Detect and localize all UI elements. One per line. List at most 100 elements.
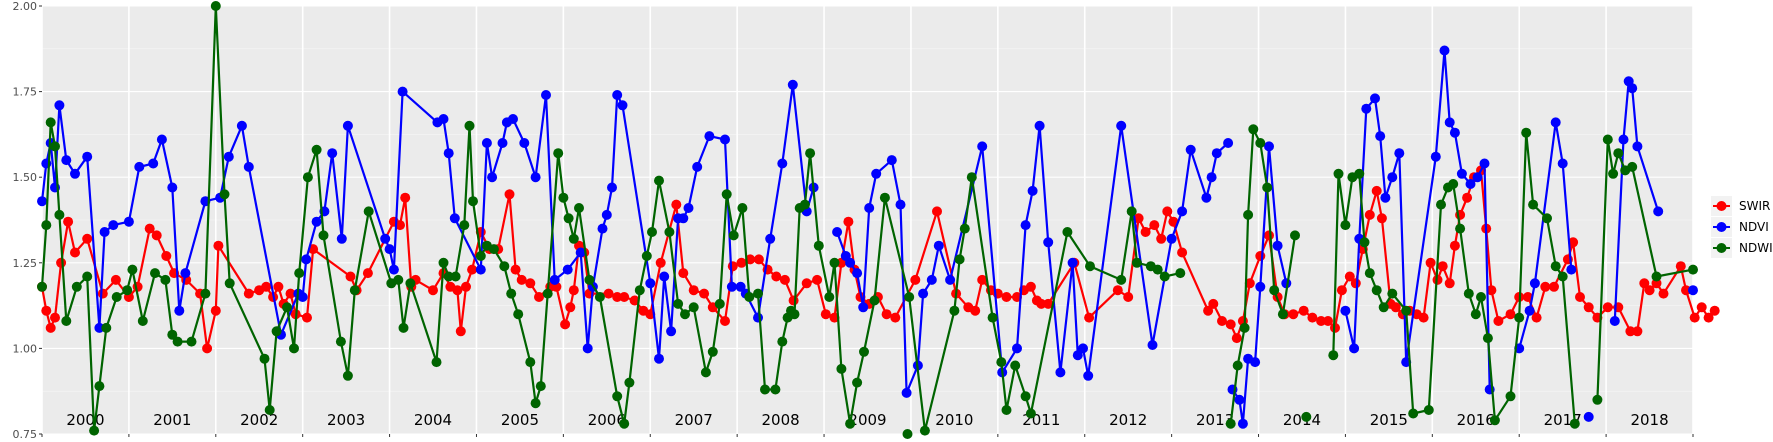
data-point-ndwi [1085,261,1095,272]
data-point-ndwi [959,223,970,234]
data-point-ndvi [311,216,322,227]
data-point-ndwi [987,312,998,323]
data-point-ndvi [1166,233,1177,244]
series-line-ndvi [1518,121,1573,349]
data-point-ndvi [1201,192,1212,203]
data-point-swir [110,274,121,285]
data-point-swir [1168,216,1179,227]
data-point-ndvi [777,158,788,169]
data-point-ndvi [926,274,937,285]
data-point-ndvi [1370,93,1380,104]
data-point-ndwi [41,220,52,231]
data-point-swir [688,285,699,296]
y-tick-label: 2.00 [13,0,38,13]
data-point-ndwi [61,316,72,326]
data-point-swir [273,281,284,292]
data-point-swir [568,285,579,296]
data-point-ndvi [1550,117,1561,128]
data-point-ndwi [1025,408,1036,419]
data-point-ndwi [829,257,840,268]
data-point-swir [534,292,544,302]
data-point-swir [210,305,221,316]
data-point-ndvi [1083,370,1094,381]
data-point-ndwi [760,384,770,395]
data-point-ndwi [813,240,824,251]
data-point-swir [619,292,630,302]
data-point-ndvi [167,182,178,193]
data-point-ndwi [1542,213,1552,224]
data-point-ndvi [692,161,703,172]
data-point-swir [525,278,536,289]
data-point-ndvi [1456,168,1467,179]
data-point-swir [727,261,738,272]
data-point-ndvi [562,264,573,275]
data-point-ndvi [845,257,856,268]
y-tick-label: 0.75 [13,428,38,441]
data-point-ndwi [1159,271,1170,282]
legend-key-point [1716,201,1727,211]
data-point-swir [213,240,224,251]
data-point-swir [510,264,521,275]
data-point-swir [362,268,373,279]
data-point-ndvi [1147,340,1158,350]
data-point-swir [1703,312,1714,323]
data-point-swir [736,257,747,268]
data-point-ndwi [1239,322,1250,333]
data-point-swir [1522,292,1533,302]
data-point-ndwi [37,281,47,292]
data-point-ndwi [1387,288,1398,299]
data-point-ndvi [575,247,586,258]
legend-item-swir: SWIR [1711,196,1770,216]
data-point-ndvi [918,288,929,299]
data-point-swir [1112,285,1123,296]
data-point-ndwi [902,429,913,439]
data-point-ndwi [688,302,699,313]
data-point-swir [400,192,411,203]
data-point-ndvi [54,100,65,111]
data-point-ndwi [167,329,178,340]
data-point-ndvi [519,138,530,148]
data-point-ndvi [443,148,454,159]
data-point-ndwi [264,405,275,415]
year-label: 2010 [935,411,973,429]
year-label: 2015 [1370,411,1408,429]
data-point-ndwi [1651,271,1662,282]
data-point-ndwi [996,357,1007,368]
data-point-ndvi [617,100,628,111]
data-point-ndwi [94,381,105,392]
data-point-ndwi [160,274,171,285]
data-point-ndwi [1116,274,1127,285]
data-point-swir [1043,298,1054,309]
data-point-ndwi [805,148,816,159]
data-point-ndvi [735,281,746,292]
y-axis: 0.75 1.00 1.25 1.50 1.75 2.00 [13,0,42,441]
data-point-ndwi [770,384,781,395]
data-point-ndwi [919,425,930,436]
data-point-ndwi [1448,179,1459,189]
data-point-ndwi [1255,138,1266,148]
data-point-ndvi [549,274,560,285]
year-label: 2003 [327,411,365,429]
data-point-swir [560,319,571,330]
data-point-ndwi [1243,209,1254,220]
data-point-ndvi [380,233,391,244]
data-point-swir [1449,240,1460,251]
data-point-ndwi [137,316,148,326]
data-point-swir [1244,278,1255,289]
data-point-ndwi [349,285,360,296]
data-point-swir [1376,213,1387,224]
data-point-ndwi [673,298,684,309]
data-point-ndvi [720,134,730,145]
data-point-ndwi [1489,415,1500,426]
data-point-swir [1156,233,1167,244]
data-point-swir [504,189,515,200]
data-point-ndvi [1472,172,1483,183]
data-point-swir [1344,271,1355,282]
data-point-ndvi [243,161,254,172]
data-point-ndvi [787,79,798,90]
data-point-ndvi [99,227,110,237]
year-label: 2018 [1630,411,1668,429]
year-label: 2006 [588,411,626,429]
data-point-ndwi [966,172,977,183]
data-point-ndwi [1378,302,1389,313]
